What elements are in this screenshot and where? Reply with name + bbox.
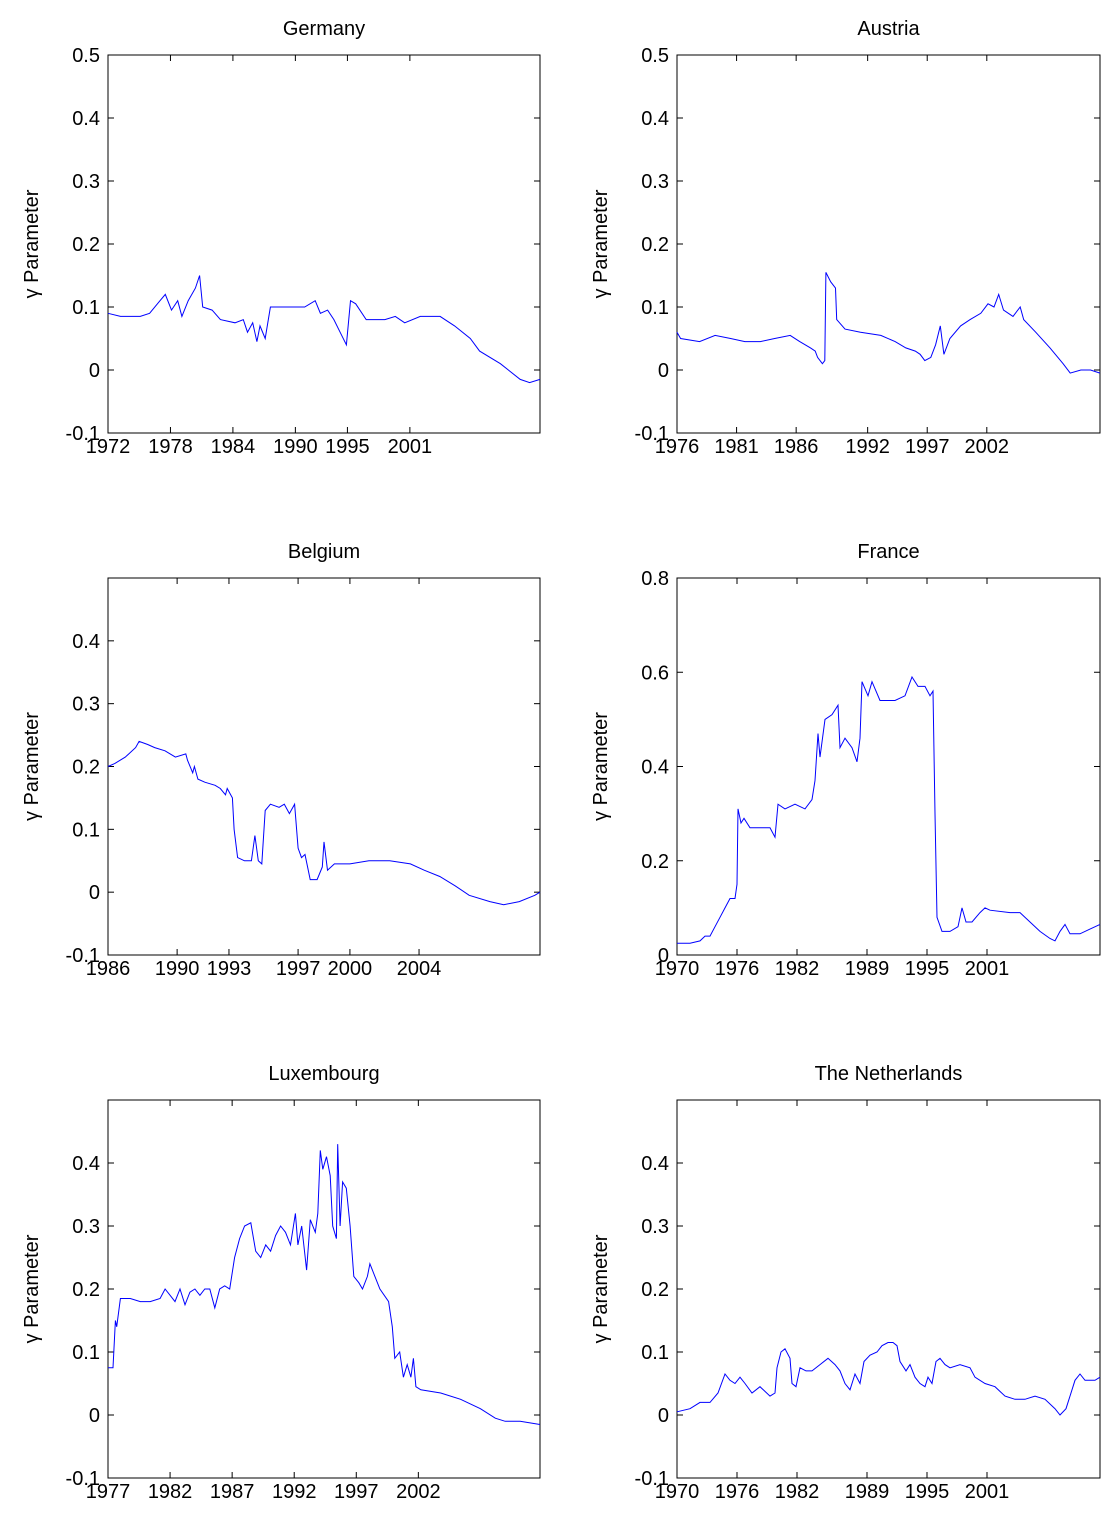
y-tick-label: -0.1: [635, 1468, 669, 1490]
plot-frame: [676, 54, 1101, 434]
y-tick-label: 0.3: [72, 1216, 100, 1238]
y-tick-label: 0: [658, 945, 669, 967]
y-tick-label: 0.4: [641, 108, 669, 130]
chart-title: Austria: [857, 18, 920, 40]
x-tick-label: 1995: [905, 1481, 950, 1503]
y-tick-label: -0.1: [66, 945, 100, 967]
plot-frame: [107, 54, 541, 434]
x-tick-label: 1976: [715, 958, 760, 980]
data-line: [107, 740, 541, 906]
y-tick-label: 0.6: [641, 662, 669, 684]
y-tick-label: 0.3: [641, 171, 669, 193]
y-axis-label: γ Parameter: [21, 1234, 43, 1343]
x-tick-label: 1997: [276, 958, 321, 980]
y-tick-label: 0.3: [72, 171, 100, 193]
y-tick-label: 0.5: [72, 45, 100, 67]
data-line: [108, 1144, 541, 1425]
x-tick-label: 1970: [655, 1481, 700, 1503]
y-tick-label: 0.2: [641, 234, 669, 256]
x-tick-label: 1970: [655, 958, 700, 980]
y-tick-label: -0.1: [66, 423, 100, 445]
y-axis-label: γ Parameter: [590, 712, 612, 821]
y-tick-label: 0.1: [72, 1342, 100, 1364]
x-tick-label: 1981: [714, 436, 759, 458]
x-tick-label: 1978: [148, 436, 193, 458]
y-tick-label: 0.1: [72, 819, 100, 841]
x-tick-label: 1995: [325, 436, 370, 458]
x-tick-label: 1993: [207, 958, 252, 980]
x-tick-label: 1976: [715, 1481, 760, 1503]
x-tick-label: 2001: [965, 1481, 1010, 1503]
data-line: [676, 1342, 1101, 1416]
x-tick-label: 1986: [774, 436, 819, 458]
y-tick-label: 0.1: [641, 297, 669, 319]
y-tick-label: 0.2: [72, 234, 100, 256]
y-axis-label: γ Parameter: [21, 712, 43, 821]
y-axis-label: γ Parameter: [590, 1234, 612, 1343]
x-tick-label: 2002: [965, 436, 1010, 458]
y-tick-label: 0.4: [72, 108, 100, 130]
x-tick-label: 1995: [905, 958, 950, 980]
x-tick-label: 2001: [388, 436, 433, 458]
x-tick-label: 1977: [86, 1481, 131, 1503]
plot-frame: [107, 577, 541, 956]
x-tick-label: 1997: [334, 1481, 379, 1503]
y-tick-label: 0: [658, 360, 669, 382]
x-tick-label: 1989: [845, 958, 890, 980]
chart-title: Germany: [283, 18, 365, 40]
y-tick-label: 0: [89, 360, 100, 382]
y-tick-label: 0.4: [641, 1153, 669, 1175]
y-tick-label: 0.3: [72, 694, 100, 716]
plot-frame: [676, 577, 1101, 956]
x-tick-label: 1992: [845, 436, 890, 458]
x-tick-label: 2002: [396, 1481, 441, 1503]
y-tick-label: 0: [658, 1405, 669, 1427]
x-tick-label: 1989: [845, 1481, 890, 1503]
chart-title: France: [857, 541, 919, 563]
y-tick-label: 0.5: [641, 45, 669, 67]
y-tick-label: 0.3: [641, 1216, 669, 1238]
x-tick-label: 1987: [210, 1481, 255, 1503]
x-tick-label: 2004: [397, 958, 442, 980]
y-tick-label: 0.4: [72, 631, 100, 653]
y-tick-label: 0.1: [641, 1342, 669, 1364]
x-tick-label: 1984: [211, 436, 256, 458]
chart-title: Luxembourg: [268, 1063, 379, 1085]
plot-frame: [107, 1099, 541, 1479]
y-axis-label: γ Parameter: [21, 189, 43, 298]
y-tick-label: 0.4: [72, 1153, 100, 1175]
x-tick-label: 1997: [905, 436, 950, 458]
x-tick-label: 1982: [775, 958, 820, 980]
y-tick-label: 0.2: [72, 1279, 100, 1301]
y-tick-label: 0.2: [641, 851, 669, 873]
x-tick-label: 1972: [86, 436, 131, 458]
plot-frame: [676, 1099, 1101, 1479]
data-line: [107, 275, 541, 384]
y-tick-label: 0.1: [72, 297, 100, 319]
x-tick-label: 1986: [86, 958, 131, 980]
data-line: [677, 675, 1101, 944]
x-tick-label: 1990: [273, 436, 318, 458]
x-tick-label: 1982: [148, 1481, 193, 1503]
y-tick-label: -0.1: [66, 1468, 100, 1490]
y-axis-label: γ Parameter: [590, 189, 612, 298]
y-tick-label: 0.8: [641, 568, 669, 590]
x-tick-label: 1992: [272, 1481, 317, 1503]
y-tick-label: 0: [89, 882, 100, 904]
y-tick-label: 0.2: [72, 757, 100, 779]
x-tick-label: 2001: [965, 958, 1010, 980]
data-line: [676, 272, 1101, 374]
chart-title: The Netherlands: [815, 1063, 963, 1085]
y-tick-label: -0.1: [635, 423, 669, 445]
x-tick-label: 2000: [328, 958, 373, 980]
x-tick-label: 1976: [655, 436, 700, 458]
x-tick-label: 1990: [155, 958, 200, 980]
y-tick-label: 0: [89, 1405, 100, 1427]
x-tick-label: 1982: [775, 1481, 820, 1503]
y-tick-label: 0.4: [641, 757, 669, 779]
chart-title: Belgium: [288, 541, 360, 563]
y-tick-label: 0.2: [641, 1279, 669, 1301]
